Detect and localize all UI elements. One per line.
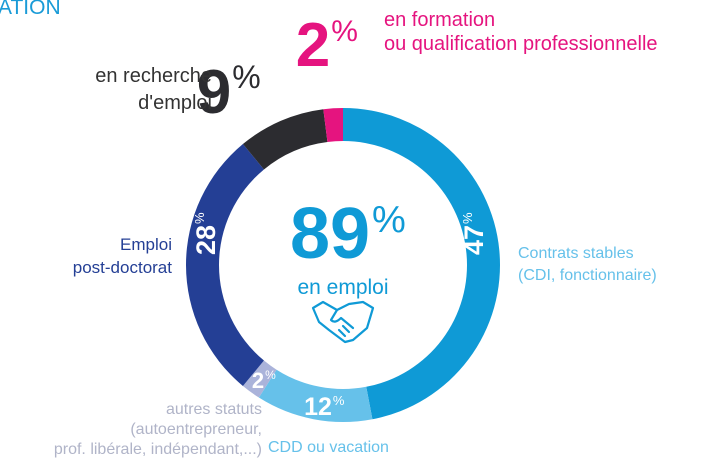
category-label: (autoentrepreneur, [130,421,262,438]
value-label-text: 9 [197,58,231,127]
chart-title: ATION [0,0,61,19]
donut-segment [258,369,373,423]
value-label-text: 2 [252,368,264,393]
unit-label: % [460,212,475,224]
category-label: ou qualification professionnelle [384,33,658,55]
value-label-text: 12 [304,393,332,421]
unit-label: % [331,15,358,48]
center-value: 89 [290,194,370,274]
category-label: (CDI, fonctionnaire) [518,267,657,284]
unit-label: % [333,393,345,408]
category-label: Contrats stables [518,245,634,262]
category-label: CDD ou vacation [268,439,389,456]
value-label: 2% [252,368,276,393]
unit-label: % [265,368,276,382]
value-label: 12% [304,393,345,421]
category-label: prof. libérale, indépendant,...) [54,441,262,458]
center-label: en emploi [297,276,388,299]
donut-segment [242,109,328,170]
donut-segment [242,360,277,398]
value-label: 47% [459,212,489,255]
value-label: 28% [191,212,221,255]
unit-label: % [232,59,260,95]
category-label: Emploi [120,235,172,254]
value-label-text: 47 [459,225,489,255]
value-label-text: 28 [191,225,221,255]
donut-segment [323,108,343,142]
center-unit: % [372,199,406,241]
unit-label: % [192,212,207,224]
donut-segment [186,144,264,386]
category-label: autres statuts [166,401,262,418]
value-label-text: 2 [296,11,330,80]
category-label: post-doctorat [73,258,172,277]
value-label: 9% [197,58,261,127]
category-label: en formation [384,9,495,31]
category-label: en recherche [95,65,212,87]
handshake-icon [311,300,375,344]
category-label: d'emploi [138,92,212,114]
value-label: 2% [296,11,358,80]
donut-segment [343,108,500,420]
